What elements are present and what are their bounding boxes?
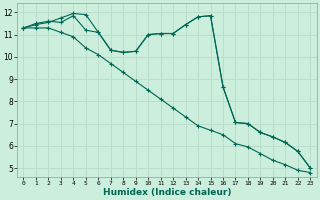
X-axis label: Humidex (Indice chaleur): Humidex (Indice chaleur) xyxy=(103,188,231,197)
